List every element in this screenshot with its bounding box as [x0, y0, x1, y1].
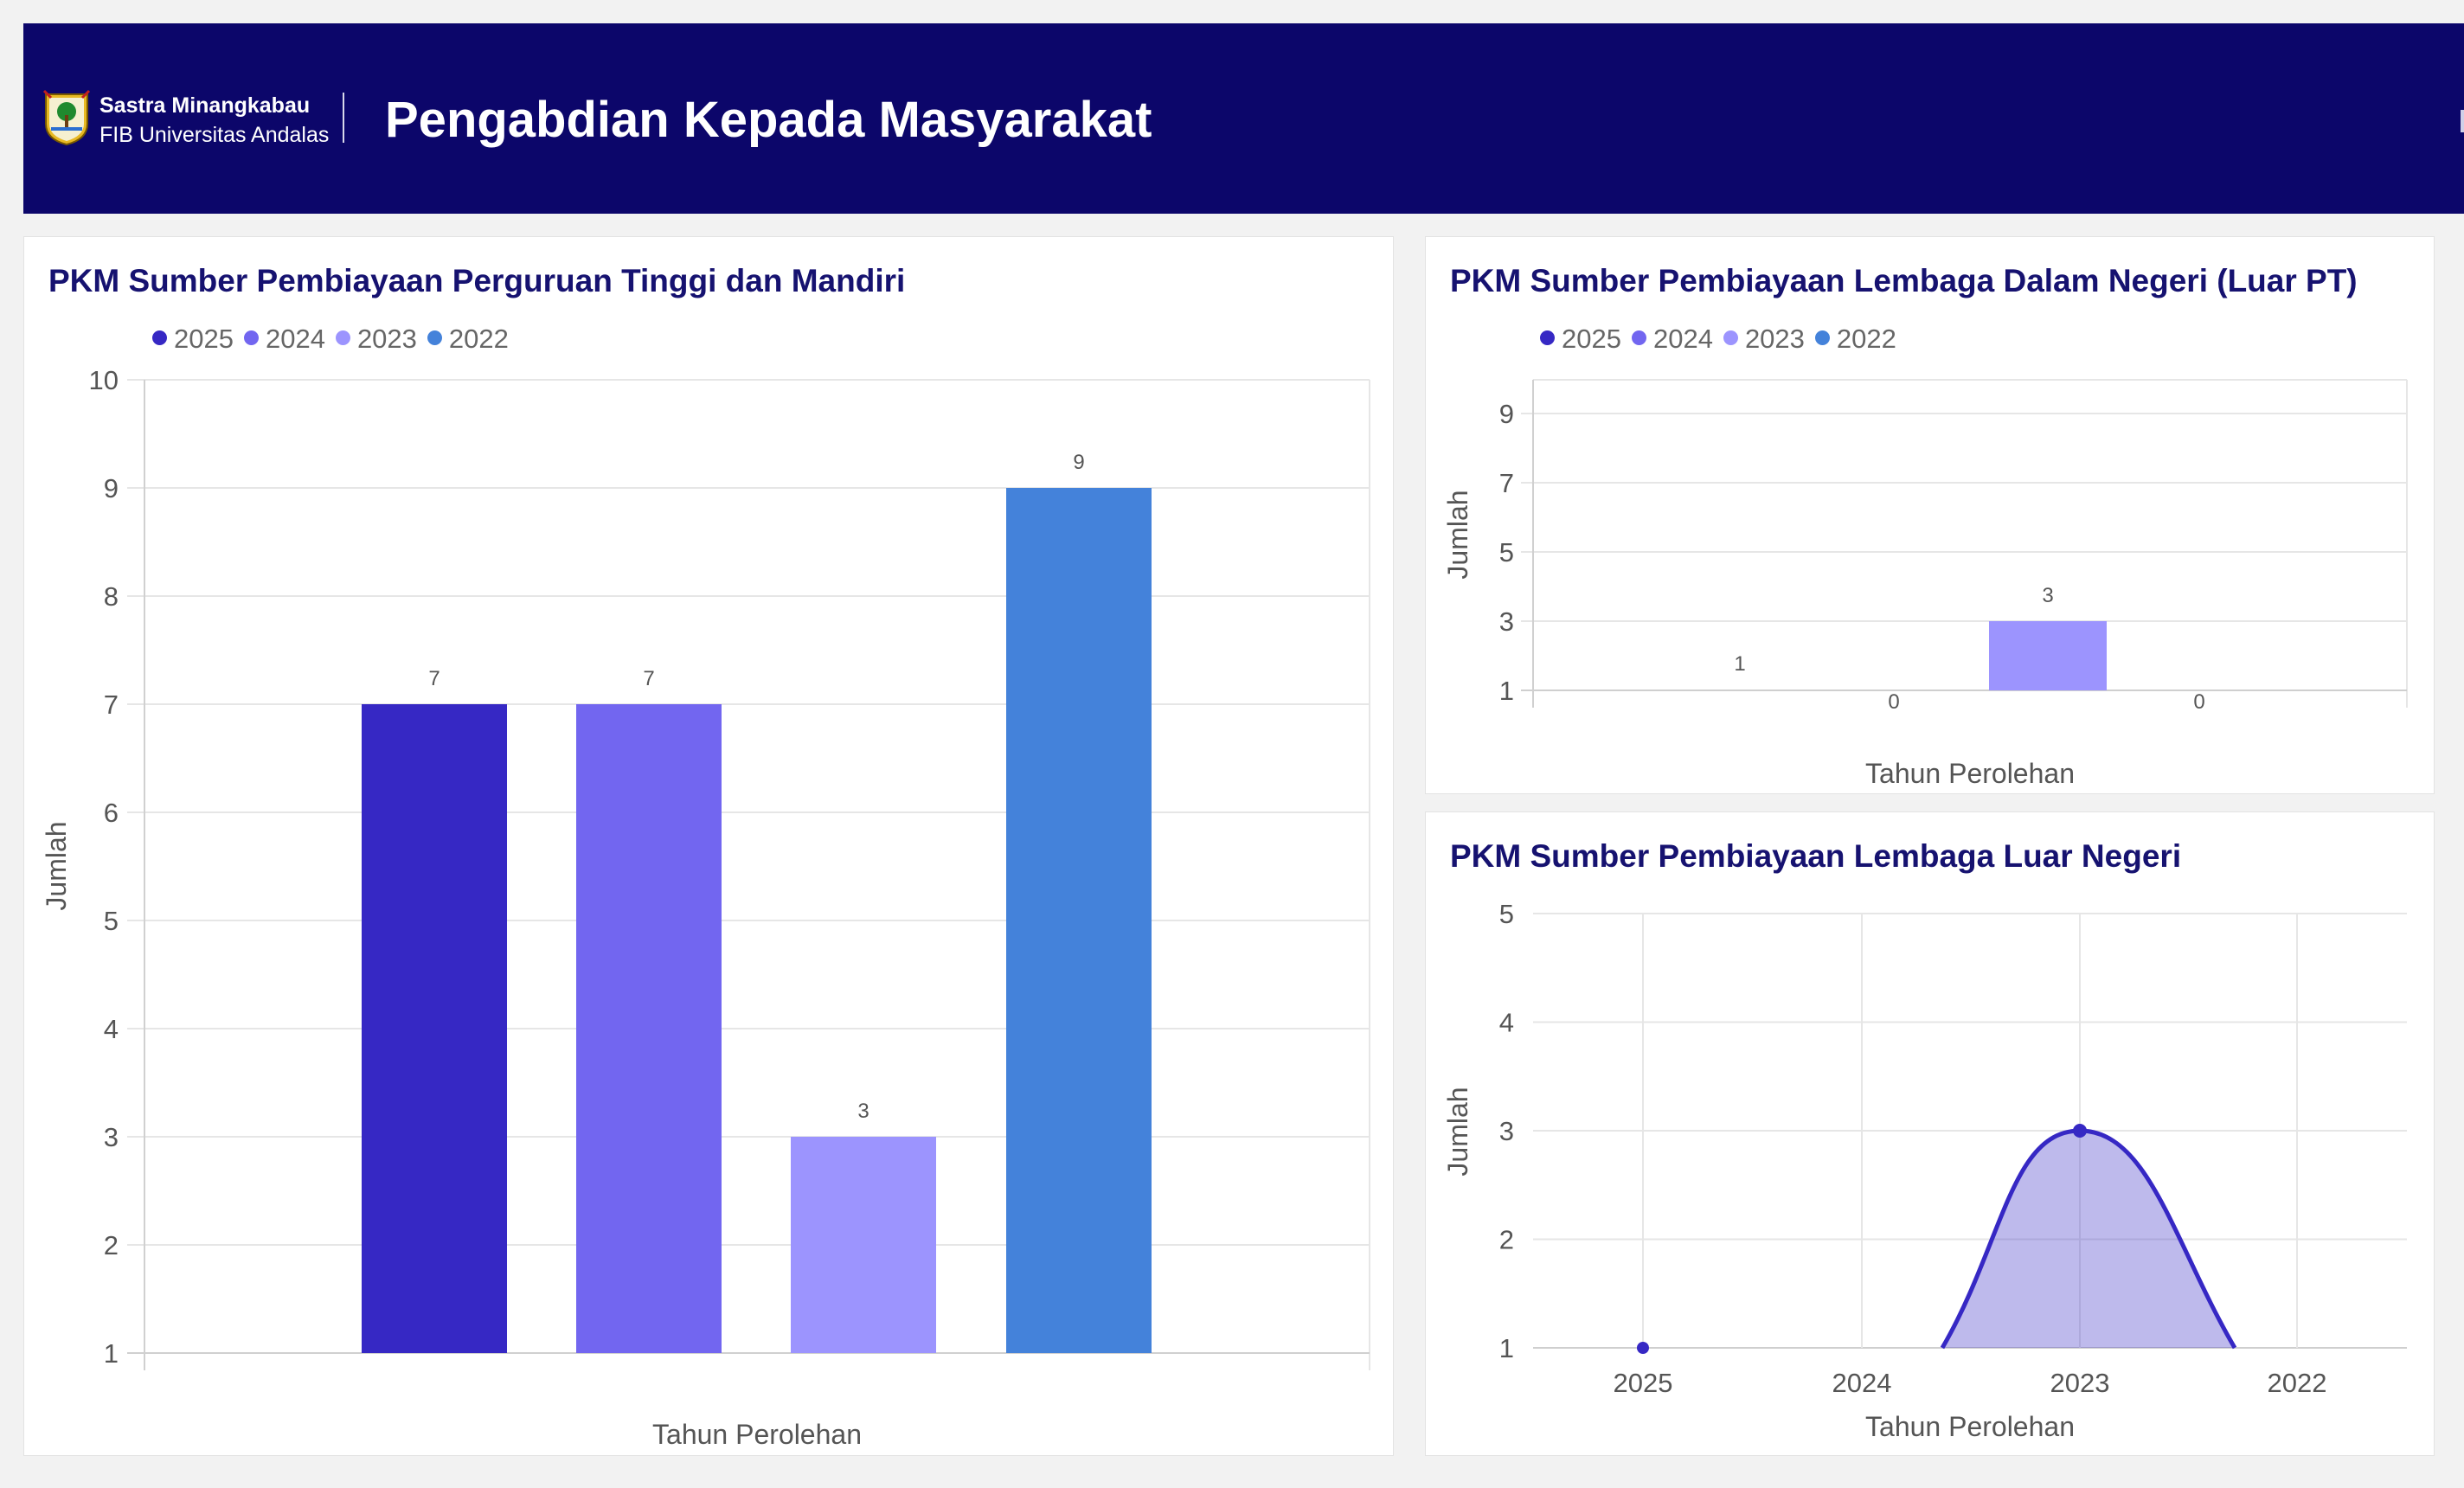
legend-item-2023[interactable]: 2023 [1723, 324, 1805, 355]
y-tick-label: 1 [1499, 1333, 1514, 1363]
chart-card-pt-mandiri: PKM Sumber Pembiayaan Perguruan Tinggi d… [23, 236, 1394, 1456]
legend-label: 2025 [1562, 324, 1621, 354]
chart-title: PKM Sumber Pembiayaan Lembaga Dalam Nege… [1450, 263, 2358, 298]
brand-line1: Sastra Minangkabau [99, 93, 311, 118]
area-chart-luar-negeri: 1 2 3 4 5 2025 2024 2023 2022 Tahun Perolehan Juml… [1442, 899, 2407, 1442]
y-tick-label: 2 [1499, 1225, 1514, 1255]
bar-chart-dalam-negeri: 1 3 5 7 9 1 0 3 0 Tahun Perolehan Jumlah [1442, 379, 2408, 789]
legend-label: 2024 [265, 324, 325, 354]
header-edge-mark [2461, 110, 2464, 132]
data-label: 0 [2193, 690, 2204, 714]
page-header: Sastra Minangkabau FIB Universitas Andal… [23, 23, 2464, 214]
bar-2023 [1989, 621, 2107, 690]
bar-2024 [576, 704, 722, 1353]
y-tick-label: 3 [104, 1122, 119, 1152]
data-label: 7 [428, 667, 440, 690]
brand-text: Sastra Minangkabau FIB Universitas Andal… [99, 93, 329, 148]
y-tick-label: 6 [104, 798, 119, 828]
y-tick-label: 4 [1499, 1008, 1514, 1038]
y-tick-label: 4 [104, 1014, 119, 1044]
brand-line2: FIB Universitas Andalas [99, 123, 330, 147]
chart-legend[interactable]: 2025 2024 2023 2022 [1540, 324, 1907, 355]
legend-label: 2023 [1744, 324, 1805, 354]
legend-dot-icon [1631, 330, 1646, 346]
y-tick-label: 9 [104, 473, 119, 503]
legend-dot-icon [1723, 330, 1738, 346]
legend-dot-icon [335, 330, 350, 346]
data-label: 3 [857, 1100, 869, 1123]
university-logo-icon [42, 89, 91, 146]
data-point-2023 [2073, 1124, 2087, 1138]
y-tick-label: 3 [1499, 1116, 1514, 1146]
legend-label: 2022 [448, 324, 509, 354]
x-tick-label: 2023 [2050, 1368, 2110, 1398]
x-tick-label: 2022 [2268, 1368, 2327, 1398]
data-label: 3 [2042, 584, 2053, 607]
data-label: 0 [1888, 690, 1899, 714]
legend-dot-icon [1814, 330, 1830, 346]
y-tick-label: 5 [1499, 899, 1514, 929]
chart-legend[interactable]: 2025 2024 2023 2022 [152, 324, 519, 355]
data-label: 1 [1734, 652, 1745, 676]
y-tick-label: 5 [1499, 537, 1514, 568]
y-tick-label: 2 [104, 1230, 119, 1260]
legend-label: 2022 [1836, 324, 1896, 354]
legend-item-2024[interactable]: 2024 [1631, 324, 1713, 355]
x-tick-label: 2025 [1614, 1368, 1673, 1398]
y-tick-label: 10 [89, 365, 119, 395]
legend-item-2025[interactable]: 2025 [1540, 324, 1621, 355]
x-axis-label: Tahun Perolehan [652, 1419, 862, 1450]
y-tick-label: 1 [1499, 676, 1514, 706]
y-tick-label: 7 [104, 689, 119, 720]
page-title: Pengabdian Kepada Masyarakat [385, 92, 1152, 148]
legend-dot-icon [243, 330, 259, 346]
bar-2022 [1006, 488, 1152, 1353]
y-tick-label: 3 [1499, 606, 1514, 637]
legend-label: 2024 [1652, 324, 1713, 354]
data-label: 7 [643, 667, 654, 690]
y-tick-label: 9 [1499, 399, 1514, 429]
data-point-2025 [1637, 1342, 1649, 1354]
y-axis-label: Jumlah [1442, 1087, 1473, 1176]
y-axis-label: Jumlah [1442, 490, 1473, 579]
header-divider [343, 93, 344, 143]
chart-title: PKM Sumber Pembiayaan Perguruan Tinggi d… [48, 263, 906, 298]
y-tick-label: 5 [104, 906, 119, 936]
x-axis-label: Tahun Perolehan [1865, 758, 2075, 789]
bar-2023 [791, 1137, 936, 1353]
legend-item-2022[interactable]: 2022 [1814, 324, 1896, 355]
legend-item-2023[interactable]: 2023 [335, 324, 417, 355]
legend-dot-icon [427, 330, 442, 346]
bar-chart-pt-mandiri: 1 2 3 4 5 6 7 8 9 10 7 7 3 9 Tahun Perolehan Jumlah [41, 365, 1370, 1450]
x-tick-label: 2024 [1832, 1368, 1892, 1398]
legend-label: 2023 [356, 324, 417, 354]
legend-item-2022[interactable]: 2022 [427, 324, 509, 355]
bar-2025 [362, 704, 507, 1353]
y-tick-label: 7 [1499, 468, 1514, 498]
legend-item-2024[interactable]: 2024 [243, 324, 325, 355]
data-label: 9 [1073, 451, 1084, 474]
y-tick-label: 8 [104, 581, 119, 612]
legend-item-2025[interactable]: 2025 [152, 324, 234, 355]
y-axis-label: Jumlah [41, 821, 72, 910]
chart-card-luar-negeri: PKM Sumber Pembiayaan Lembaga Luar Neger… [1425, 811, 2435, 1456]
legend-label: 2025 [174, 324, 234, 354]
y-tick-label: 1 [104, 1338, 119, 1369]
chart-title: PKM Sumber Pembiayaan Lembaga Luar Neger… [1450, 838, 2182, 874]
chart-card-dalam-negeri: PKM Sumber Pembiayaan Lembaga Dalam Nege… [1425, 236, 2435, 794]
legend-dot-icon [1540, 330, 1555, 346]
x-axis-label: Tahun Perolehan [1865, 1411, 2075, 1442]
legend-dot-icon [152, 330, 167, 346]
